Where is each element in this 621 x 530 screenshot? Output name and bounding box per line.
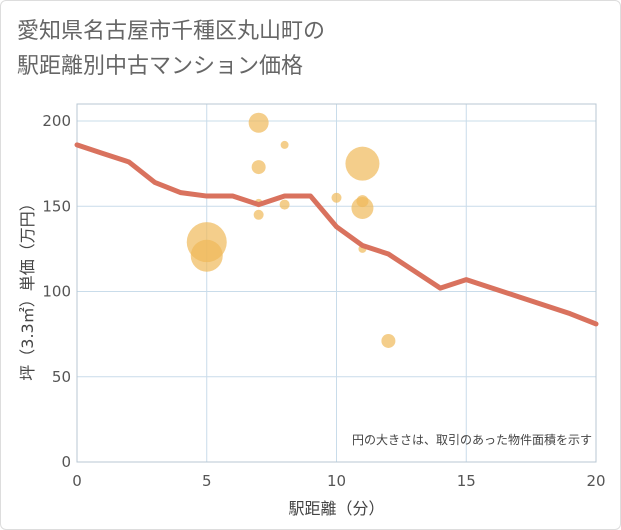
bubble-point (251, 160, 266, 175)
bubble-point (248, 112, 269, 133)
y-tick-label: 150 (42, 197, 71, 215)
title-line-1: 愛知県名古屋市千種区丸山町の (17, 19, 326, 44)
line-layer (74, 142, 599, 327)
x-tick-label: 20 (586, 472, 605, 490)
bubble-layer (186, 112, 396, 348)
grid-lines (76, 104, 597, 463)
y-axis-label: 坪（3.3㎡）単価（万円） (18, 195, 37, 380)
y-tick-label: 50 (52, 368, 71, 386)
chart-title: 愛知県名古屋市千種区丸山町の 駅距離別中古マンション価格 (17, 14, 325, 84)
bubble-point (345, 146, 380, 181)
x-axis-label: 駅距離（分） (288, 499, 384, 518)
title-line-2: 駅距離別中古マンション価格 (17, 54, 304, 79)
bubble-point (253, 209, 264, 220)
x-tick-label: 0 (72, 472, 82, 490)
x-tick-label: 5 (202, 472, 212, 490)
y-tick-labels: 0 50 100 150 200 (42, 112, 71, 471)
bubble-point (331, 192, 342, 203)
bubble-point (351, 196, 374, 219)
x-tick-labels: 0 5 10 15 20 (72, 472, 605, 490)
plot-area-border (76, 103, 597, 463)
average-price-line (74, 142, 599, 327)
bubble-point (279, 199, 290, 210)
bubble-point (190, 239, 223, 272)
bubble-point (381, 333, 396, 348)
chart-note: 円の大きさは、取引のあった物件面積を示す (352, 432, 592, 447)
x-tick-label: 10 (327, 472, 346, 490)
bubble-point (280, 140, 289, 149)
y-tick-label: 100 (42, 283, 71, 301)
x-tick-label: 15 (457, 472, 476, 490)
y-tick-label: 200 (42, 112, 71, 130)
y-tick-label: 0 (61, 453, 71, 471)
